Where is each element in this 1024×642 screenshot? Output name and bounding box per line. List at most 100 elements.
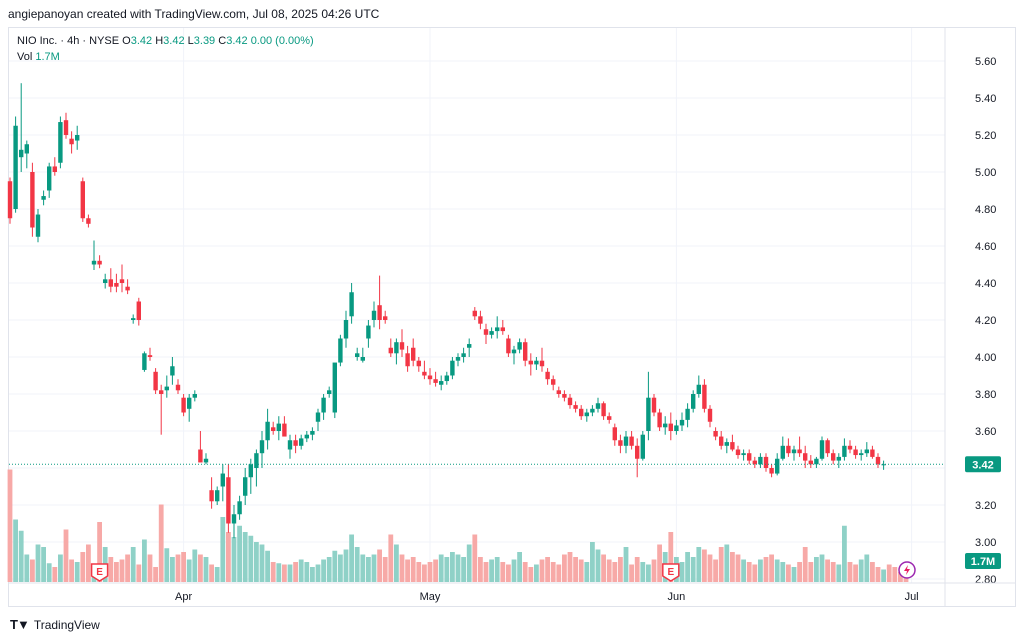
candle-body[interactable] — [371, 310, 377, 320]
candle-body[interactable] — [842, 445, 847, 457]
candle-body[interactable] — [713, 431, 718, 437]
candle-body[interactable] — [439, 381, 444, 385]
candle-body[interactable] — [125, 286, 130, 291]
candle-body[interactable] — [864, 449, 869, 454]
candle-body[interactable] — [265, 421, 270, 441]
candle-body[interactable] — [567, 397, 573, 406]
candle-body[interactable] — [119, 279, 125, 283]
candle-body[interactable] — [584, 412, 589, 417]
candle-body[interactable] — [679, 419, 685, 426]
candle-body[interactable] — [237, 501, 242, 515]
candle-body[interactable] — [338, 338, 343, 363]
candle-body[interactable] — [47, 166, 52, 191]
candle-body[interactable] — [114, 283, 119, 287]
candle-body[interactable] — [763, 456, 769, 468]
candle-body[interactable] — [517, 342, 522, 350]
candle-body[interactable] — [601, 403, 606, 417]
candle-body[interactable] — [623, 436, 629, 446]
candle-body[interactable] — [108, 279, 113, 287]
candle-body[interactable] — [153, 371, 158, 391]
candle-body[interactable] — [30, 172, 35, 228]
candle-body[interactable] — [433, 379, 438, 383]
candle-body[interactable] — [836, 456, 841, 461]
candle-body[interactable] — [24, 144, 29, 154]
candle-body[interactable] — [758, 456, 763, 465]
candle-body[interactable] — [231, 514, 237, 524]
candle-body[interactable] — [248, 464, 253, 478]
candle-body[interactable] — [545, 371, 550, 380]
earnings-marker-icon[interactable] — [90, 563, 109, 582]
candle-body[interactable] — [556, 390, 561, 394]
candle-body[interactable] — [147, 355, 153, 357]
candle-body[interactable] — [243, 477, 248, 496]
candle-body[interactable] — [646, 397, 651, 431]
candle-body[interactable] — [847, 445, 853, 450]
candle-body[interactable] — [58, 122, 63, 163]
candle-body[interactable] — [181, 397, 186, 413]
candle-body[interactable] — [635, 445, 640, 459]
candle-body[interactable] — [215, 490, 220, 502]
candle-body[interactable] — [651, 397, 657, 413]
candle-body[interactable] — [259, 440, 265, 454]
candle-body[interactable] — [881, 464, 886, 466]
candle-body[interactable] — [97, 260, 102, 265]
candle-body[interactable] — [282, 423, 287, 437]
candle-body[interactable] — [287, 440, 293, 450]
candle-body[interactable] — [321, 397, 326, 413]
candle-body[interactable] — [819, 440, 825, 459]
candle-body[interactable] — [539, 360, 545, 367]
candle-body[interactable] — [394, 342, 399, 354]
candle-body[interactable] — [192, 394, 197, 398]
candle-body[interactable] — [293, 440, 298, 446]
candle-body[interactable] — [383, 316, 388, 320]
candle-body[interactable] — [63, 120, 69, 135]
candle-body[interactable] — [271, 427, 276, 431]
candle-body[interactable] — [573, 405, 578, 409]
candle-body[interactable] — [747, 453, 752, 461]
candle-body[interactable] — [136, 301, 141, 321]
candle-body[interactable] — [590, 408, 595, 413]
candle-body[interactable] — [164, 386, 169, 391]
candle-body[interactable] — [69, 138, 74, 145]
candle-body[interactable] — [797, 449, 802, 454]
candle-body[interactable] — [618, 440, 623, 446]
candle-body[interactable] — [388, 347, 393, 354]
candle-body[interactable] — [859, 453, 864, 456]
candle-body[interactable] — [13, 125, 18, 209]
candle-body[interactable] — [875, 456, 881, 465]
candle-body[interactable] — [562, 394, 567, 398]
candle-body[interactable] — [75, 135, 80, 141]
candle-body[interactable] — [735, 449, 741, 456]
candle-body[interactable] — [511, 349, 517, 354]
candle-body[interactable] — [707, 408, 713, 422]
candle-body[interactable] — [461, 353, 466, 357]
candle-body[interactable] — [455, 357, 461, 361]
candle-body[interactable] — [198, 449, 203, 463]
candle-body[interactable] — [791, 449, 797, 454]
candle-body[interactable] — [411, 347, 416, 361]
candle-body[interactable] — [377, 305, 382, 320]
candle-body[interactable] — [175, 384, 181, 391]
candle-body[interactable] — [304, 434, 309, 439]
candle-body[interactable] — [730, 442, 735, 450]
candle-body[interactable] — [349, 292, 354, 317]
candle-body[interactable] — [41, 196, 46, 200]
candle-body[interactable] — [870, 449, 875, 457]
candle-body[interactable] — [315, 412, 321, 422]
candle-body[interactable] — [91, 260, 97, 265]
candle-body[interactable] — [131, 318, 136, 320]
candle-body[interactable] — [663, 423, 668, 428]
candle-body[interactable] — [427, 375, 433, 380]
candle-body[interactable] — [825, 440, 830, 454]
candle-body[interactable] — [506, 338, 511, 354]
candle-body[interactable] — [489, 331, 494, 335]
candle-body[interactable] — [355, 353, 360, 357]
candle-body[interactable] — [500, 327, 505, 332]
candle-body[interactable] — [310, 431, 315, 435]
candle-body[interactable] — [657, 412, 662, 428]
candle-body[interactable] — [831, 453, 836, 461]
candle-body[interactable] — [343, 320, 349, 339]
earnings-marker-icon[interactable] — [662, 563, 680, 582]
candle-body[interactable] — [327, 390, 332, 394]
candle-body[interactable] — [551, 379, 556, 385]
